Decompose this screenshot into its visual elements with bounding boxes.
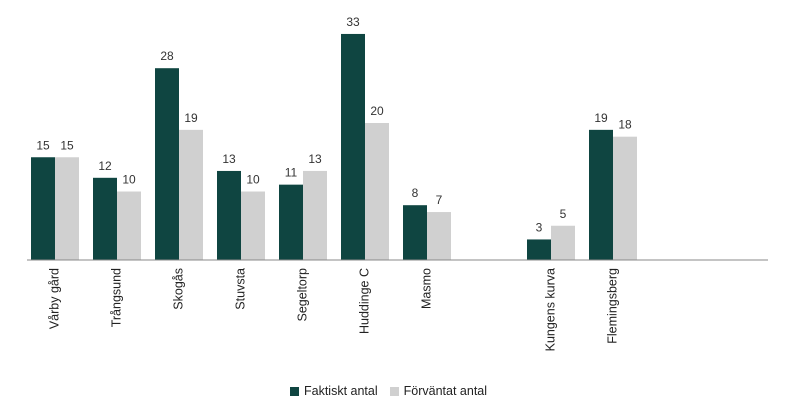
- value-labels-group: 15 15 12 10 28 19 13 10 11 13 33 20 8 7 3 5 19 18: [36, 15, 632, 234]
- value-label-expected-0: 15: [60, 138, 74, 152]
- value-label-expected-5: 20: [370, 104, 384, 118]
- value-label-actual-2: 28: [160, 49, 174, 63]
- bar-actual-5: [341, 33, 365, 261]
- bar-expected-9: [613, 136, 637, 260]
- value-label-expected-8: 5: [560, 207, 567, 221]
- legend: Faktiskt antal Förväntat antal: [290, 384, 499, 398]
- bar-actual-4: [279, 184, 303, 260]
- bar-expected-4: [303, 170, 327, 260]
- legend-label-actual: Faktiskt antal: [304, 384, 378, 398]
- category-label-9: Flemingsberg: [605, 268, 619, 344]
- value-label-actual-5: 33: [346, 15, 360, 29]
- category-label-4: Segeltorp: [295, 268, 309, 322]
- bar-expected-2: [179, 129, 203, 260]
- category-label-5: Huddinge C: [357, 268, 371, 334]
- legend-item-expected: Förväntat antal: [389, 384, 488, 398]
- bar-expected-0: [55, 157, 79, 260]
- value-label-actual-9: 19: [594, 111, 608, 125]
- value-label-actual-8: 3: [536, 220, 543, 234]
- bar-actual-8: [527, 239, 551, 260]
- legend-swatch-expected: [389, 386, 399, 396]
- bar-expected-3: [241, 191, 265, 260]
- bar-actual-0: [31, 157, 55, 260]
- category-label-3: Stuvsta: [233, 268, 247, 310]
- category-label-2: Skogås: [171, 268, 185, 310]
- value-label-actual-0: 15: [36, 138, 50, 152]
- legend-item-actual: Faktiskt antal: [290, 384, 378, 398]
- value-label-expected-9: 18: [618, 118, 632, 132]
- bar-actual-3: [217, 170, 241, 260]
- bar-expected-1: [117, 191, 141, 260]
- value-label-expected-2: 19: [184, 111, 198, 125]
- category-label-8: Kungens kurva: [543, 268, 557, 351]
- value-label-actual-3: 13: [222, 152, 236, 166]
- bar-expected-5: [365, 123, 389, 260]
- value-label-expected-6: 7: [436, 193, 443, 207]
- category-label-6: Masmo: [419, 268, 433, 309]
- value-label-expected-4: 13: [308, 152, 322, 166]
- value-label-actual-6: 8: [412, 186, 419, 200]
- legend-swatch-actual: [290, 386, 299, 396]
- bar-expected-8: [551, 225, 575, 260]
- category-labels-group: Vårby gård Trångsund Skogås Stuvsta Segeltor…: [47, 268, 619, 351]
- bar-actual-6: [403, 205, 427, 260]
- legend-label-expected: Förväntat antal: [403, 384, 488, 398]
- bar-actual-1: [93, 177, 117, 260]
- category-label-1: Trångsund: [109, 268, 123, 327]
- value-label-actual-1: 12: [98, 159, 112, 173]
- category-label-0: Vårby gård: [47, 268, 61, 329]
- value-label-expected-3: 10: [246, 173, 260, 187]
- bar-expected-6: [427, 212, 451, 260]
- bars-group: [31, 33, 637, 261]
- value-label-expected-1: 10: [122, 173, 136, 187]
- bar-actual-2: [155, 68, 179, 260]
- value-label-actual-4: 11: [285, 166, 298, 180]
- bar-actual-9: [589, 129, 613, 260]
